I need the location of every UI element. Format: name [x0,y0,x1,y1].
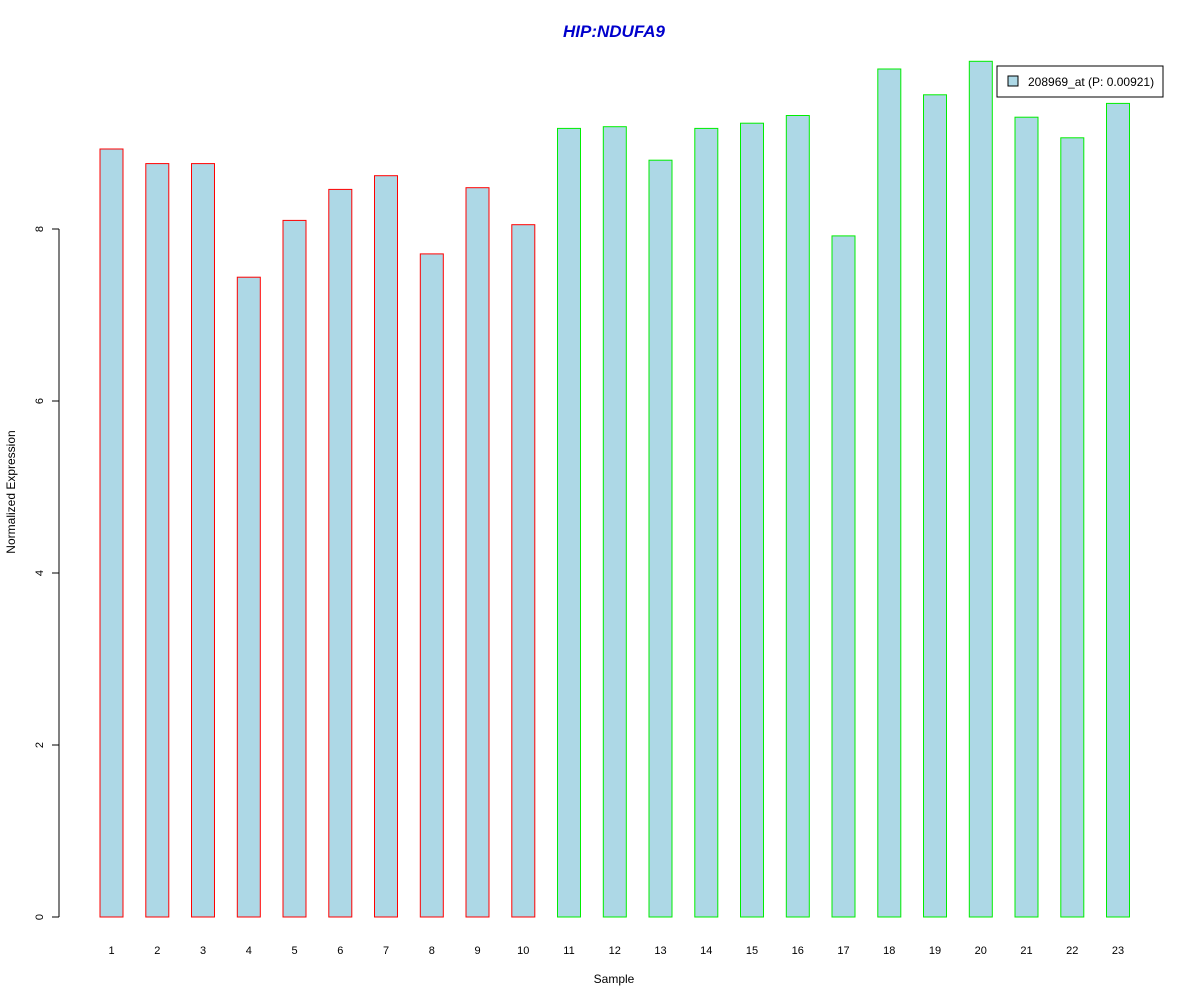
y-tick-label: 4 [34,570,46,576]
legend-swatch [1007,75,1019,87]
bar-sample-12 [602,126,627,918]
x-tick-label: 7 [383,945,389,957]
x-tick-label: 1 [108,945,114,957]
x-tick-label: 5 [291,945,297,957]
bar-sample-1 [99,148,124,918]
x-tick-labels: 1 2 3 4 5 6 7 8 9 10 11 12 13 14 15 16 17 18 19 20 21 22 23 [108,945,1124,957]
bar-sample-5 [282,219,307,918]
bar-sample-17 [831,235,856,918]
x-tick-label: 10 [517,945,529,957]
y-axis-label: Normalized Expression [4,430,18,553]
legend: 208969_at (P: 0.00921) [996,65,1164,98]
x-tick-label: 21 [1020,945,1032,957]
x-tick-label: 20 [975,945,987,957]
bar-sample-9 [465,187,490,918]
bar-sample-13 [648,159,673,918]
bar-sample-21 [1014,116,1039,918]
x-tick-label: 14 [700,945,712,957]
bar-sample-22 [1060,137,1085,918]
bar-sample-11 [557,127,581,918]
bar-sample-6 [328,188,353,918]
bar-sample-23 [1106,102,1130,918]
bar-sample-8 [419,253,444,918]
x-tick-label: 2 [154,945,160,957]
x-tick-label: 19 [929,945,941,957]
y-tick-label: 0 [34,914,46,920]
x-tick-label: 11 [563,945,574,957]
y-axis: 0 2 4 6 8 [34,226,60,920]
legend-box [996,65,1164,98]
x-tick-label: 22 [1066,945,1078,957]
y-tick-label: 8 [34,226,46,232]
x-tick-label: 8 [429,945,435,957]
bar-sample-7 [374,175,398,918]
bar-sample-2 [145,163,170,918]
bar-sample-18 [877,68,902,918]
bar-sample-16 [785,115,810,918]
bar-sample-19 [923,94,947,918]
y-tick-label: 2 [34,742,46,748]
bar-sample-20 [968,60,993,918]
x-axis-label: Sample [594,972,635,986]
x-tick-label: 13 [654,945,666,957]
legend-label: 208969_at (P: 0.00921) [1028,75,1154,89]
y-tick-label: 6 [34,398,46,404]
chart-title: HIP:NDUFA9 [563,22,666,41]
x-tick-label: 12 [609,945,621,957]
x-tick-label: 16 [792,945,804,957]
bar-sample-15 [740,122,764,918]
x-tick-label: 23 [1112,945,1124,957]
x-tick-label: 3 [200,945,206,957]
x-tick-label: 4 [246,945,252,957]
x-tick-label: 18 [883,945,895,957]
x-tick-label: 15 [746,945,758,957]
bar-sample-14 [694,127,719,918]
bar-sample-10 [511,224,536,918]
x-tick-label: 17 [837,945,849,957]
bars-group [99,60,1130,918]
bar-sample-4 [236,276,261,918]
x-tick-label: 9 [474,945,480,957]
bar-sample-3 [191,163,215,918]
x-tick-label: 6 [337,945,343,957]
